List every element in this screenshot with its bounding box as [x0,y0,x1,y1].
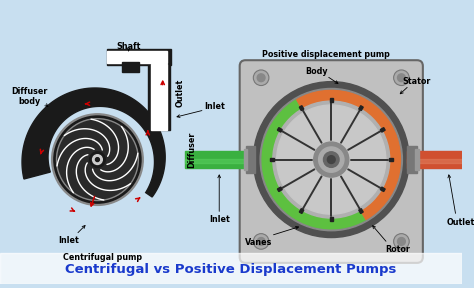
Circle shape [52,114,143,205]
Bar [107,50,171,65]
Bar [277,128,282,132]
Text: Outlet: Outlet [447,218,474,228]
Text: Inlet: Inlet [209,215,229,225]
Text: Positive displacement pump: Positive displacement pump [263,50,390,59]
Wedge shape [262,100,366,229]
Bar [246,146,255,173]
Circle shape [314,142,349,177]
Text: Inlet: Inlet [204,101,225,111]
Bar [407,151,471,168]
Circle shape [393,70,409,86]
Circle shape [95,158,100,162]
Text: Inlet: Inlet [58,236,79,245]
Circle shape [257,238,265,245]
Text: Diffuser
body: Diffuser body [11,87,47,106]
Circle shape [55,117,140,202]
Bar [185,151,246,168]
Bar [415,149,419,170]
Bar [359,106,363,111]
Circle shape [393,234,409,249]
Circle shape [257,74,265,82]
Bar [299,106,304,111]
Circle shape [319,147,344,172]
Bar [407,159,471,164]
Text: Outlet: Outlet [175,79,184,107]
Bar [107,52,166,63]
Bar [407,146,417,173]
Bar [330,217,333,221]
FancyBboxPatch shape [240,60,423,263]
Circle shape [253,70,269,86]
Bar [151,64,166,130]
Text: Diffuser: Diffuser [187,132,196,168]
Bar [0,253,462,284]
Bar [330,98,333,102]
Bar [148,62,170,130]
Bar [277,187,282,192]
Circle shape [253,234,269,249]
Circle shape [398,74,405,82]
Polygon shape [22,88,165,197]
Wedge shape [297,90,401,219]
Circle shape [398,238,405,245]
FancyBboxPatch shape [469,152,474,167]
Text: Shaft: Shaft [117,42,141,51]
Text: Stator: Stator [403,77,431,86]
Bar [380,128,385,132]
Text: Centrifugal vs Positive Displacement Pumps: Centrifugal vs Positive Displacement Pum… [65,263,397,276]
Text: Rotor: Rotor [385,245,410,254]
Text: Vanes: Vanes [245,238,272,247]
Circle shape [328,156,335,164]
Circle shape [273,101,390,218]
Circle shape [253,82,409,238]
Text: Centrifugal pump: Centrifugal pump [63,253,142,262]
Bar [359,209,363,213]
Text: Body: Body [305,67,328,76]
Bar [122,62,139,72]
Bar [185,159,246,164]
Bar [270,158,274,161]
Circle shape [277,105,386,214]
Circle shape [90,152,105,167]
Bar [244,149,247,170]
Bar [389,158,392,161]
Circle shape [55,117,140,202]
Circle shape [260,88,402,231]
Circle shape [323,152,339,167]
Circle shape [92,155,102,164]
Bar [299,209,304,213]
Bar [380,187,385,192]
